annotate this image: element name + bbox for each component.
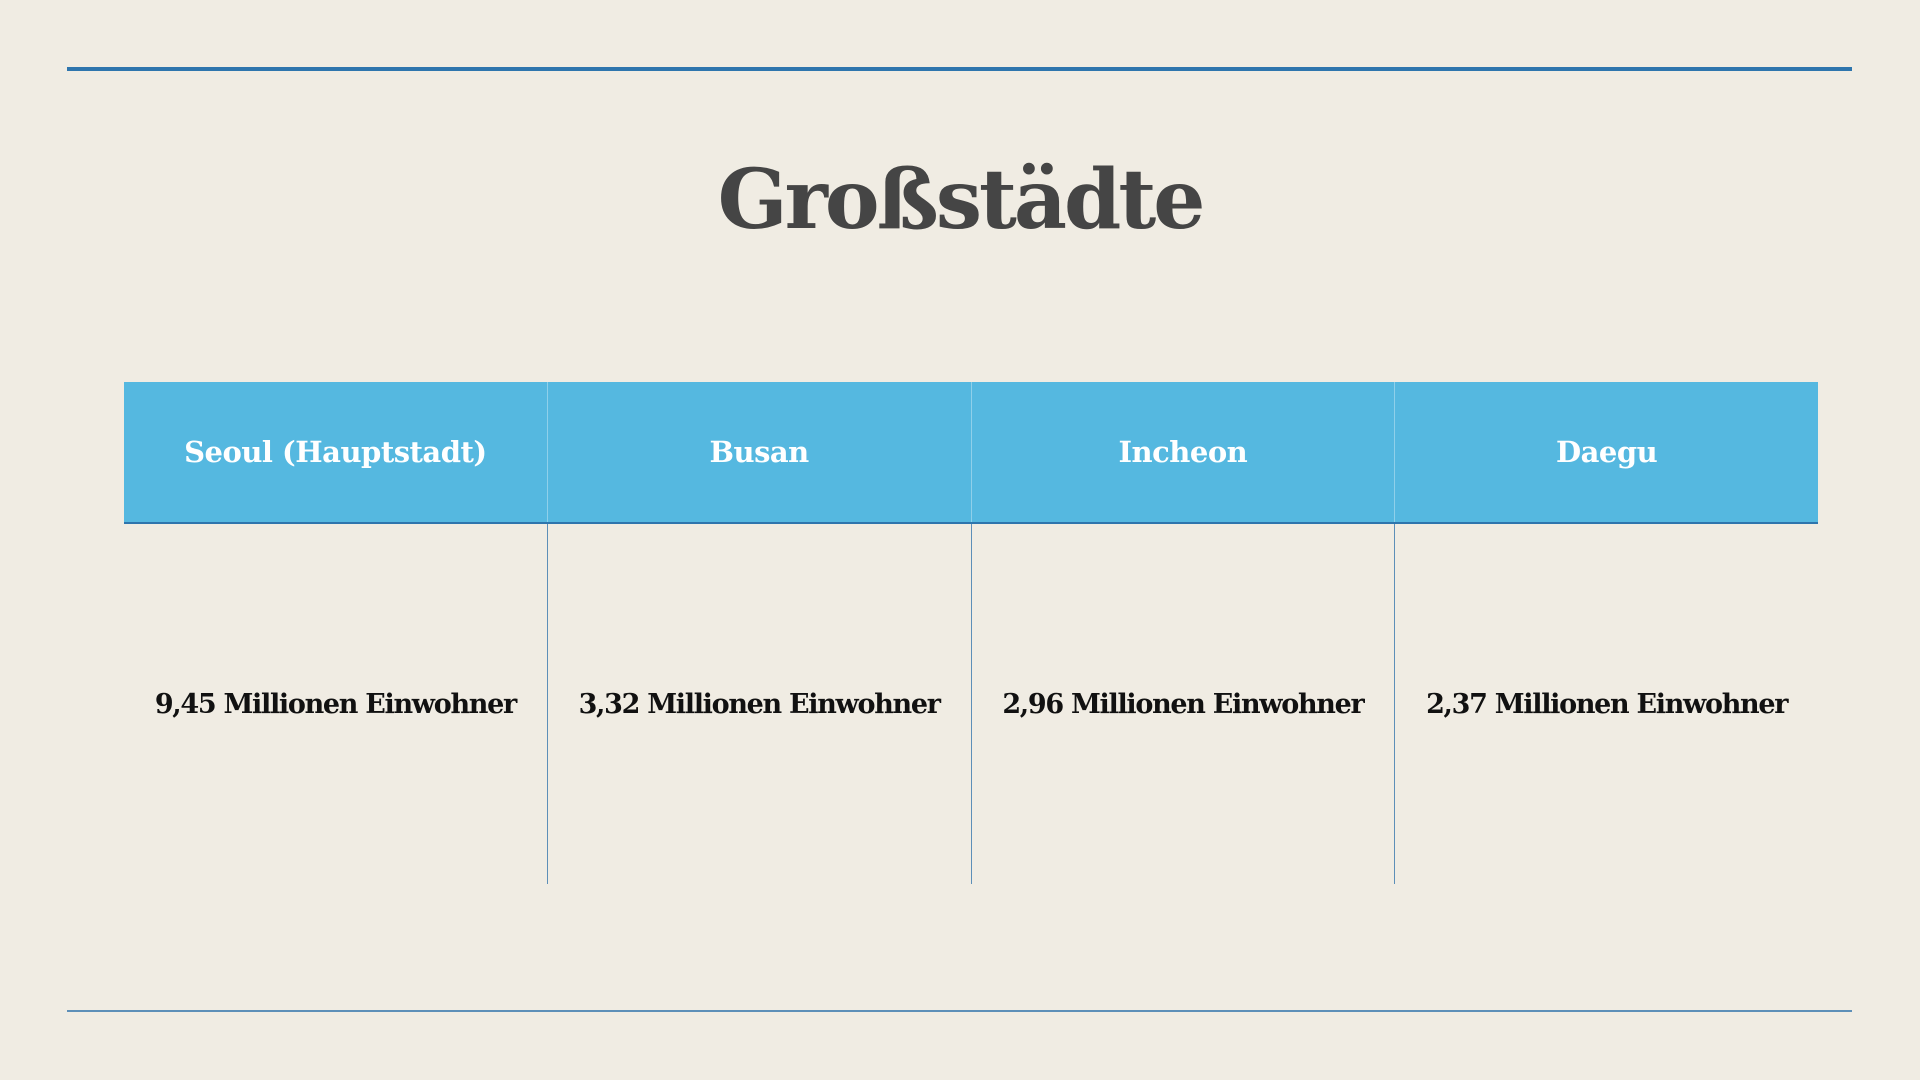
population-cell-seoul: 9,45 Millionen Einwohner xyxy=(154,688,517,720)
population-cell-incheon: 2,96 Millionen Einwohner xyxy=(970,524,1395,884)
header-cell-seoul: Seoul (Hauptstadt) xyxy=(184,435,487,469)
header-cell-busan: Busan xyxy=(546,382,971,522)
top-divider-line xyxy=(67,67,1852,71)
table-row: 9,45 Millionen Einwohner 3,32 Millionen … xyxy=(124,524,1818,884)
cities-table: Seoul (Hauptstadt) Busan Incheon Daegu 9… xyxy=(124,382,1818,884)
bottom-divider-line xyxy=(67,1010,1852,1012)
header-cell-incheon: Incheon xyxy=(970,382,1395,522)
slide-title: Großstädte xyxy=(717,152,1206,248)
population-cell-busan: 3,32 Millionen Einwohner xyxy=(546,524,971,884)
population-cell-daegu: 2,37 Millionen Einwohner xyxy=(1394,524,1818,884)
header-cell-daegu: Daegu xyxy=(1394,382,1818,522)
table-header-row: Seoul (Hauptstadt) Busan Incheon Daegu xyxy=(124,382,1818,524)
